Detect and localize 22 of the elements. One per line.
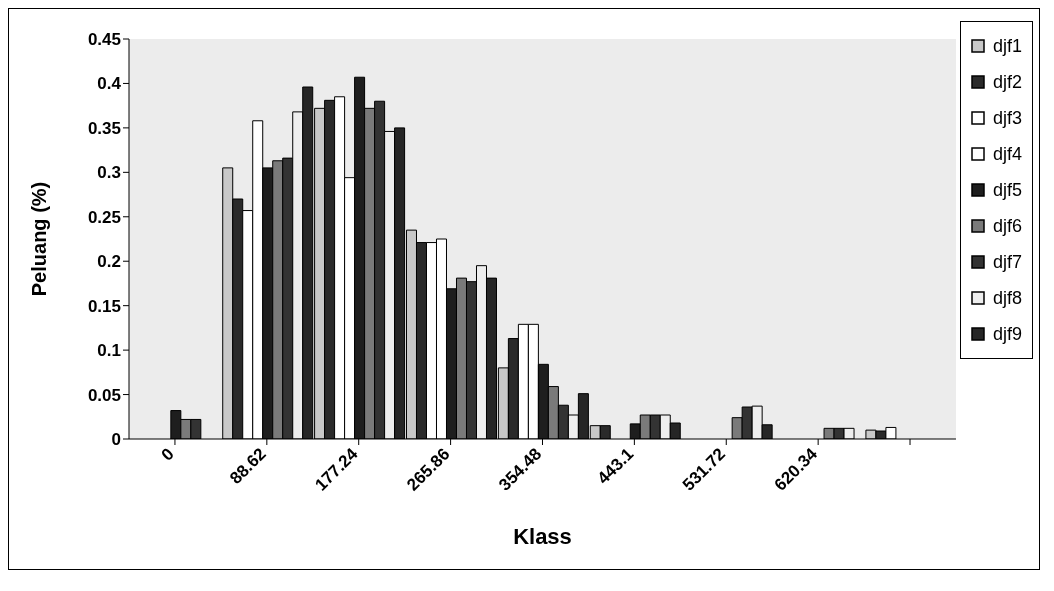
y-tick-label: 0.3 bbox=[97, 163, 121, 183]
legend-label: djf8 bbox=[992, 287, 1022, 310]
legend-label: djf9 bbox=[992, 323, 1022, 346]
y-tick-label: 0.05 bbox=[87, 385, 121, 405]
y-axis-title: Peluang (%) bbox=[28, 181, 51, 297]
y-tick-label: 0 bbox=[111, 430, 121, 450]
legend-label: djf4 bbox=[992, 143, 1022, 166]
y-tick-label: 0.1 bbox=[97, 341, 121, 361]
x-axis-title: Klass bbox=[513, 524, 572, 549]
y-tick-label: 0.35 bbox=[87, 118, 121, 138]
legend-label: djf2 bbox=[992, 71, 1022, 94]
legend-label: djf6 bbox=[992, 215, 1022, 238]
legend-label: djf3 bbox=[992, 107, 1022, 130]
legend-label: djf1 bbox=[992, 35, 1022, 58]
legend-label: djf7 bbox=[992, 251, 1022, 274]
y-tick-label: 0.2 bbox=[97, 252, 121, 272]
y-tick-label: 0.15 bbox=[87, 296, 121, 316]
legend-label: djf5 bbox=[992, 179, 1022, 202]
x-tick-label: 0 bbox=[157, 444, 178, 465]
y-tick-label: 0.4 bbox=[97, 74, 122, 94]
y-tick-label: 0.45 bbox=[87, 30, 121, 50]
y-tick-label: 0.25 bbox=[87, 207, 121, 227]
